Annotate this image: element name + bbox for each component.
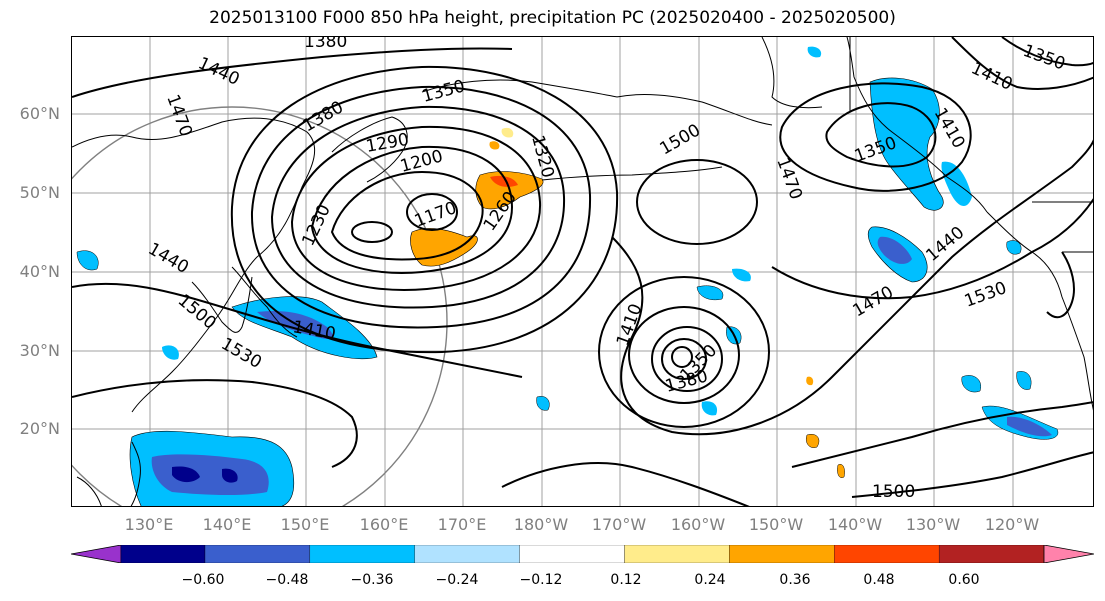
contour-label: 1230 [298,201,334,249]
lon-label-160e: 160°E [359,515,409,534]
colorbar-extend-low [71,545,122,563]
contour-label: 1470 [850,282,897,321]
colorbar-tick: 0.12 [610,572,642,588]
contour-label: 1170 [412,198,459,232]
lat-label-40n: 40°N [19,262,60,281]
colorbar-tick: −0.24 [435,572,479,588]
lon-label-170e: 170°E [437,515,487,534]
colorbar-cell [834,545,940,563]
lon-label-170w: 170°W [591,515,647,534]
lat-label-50n: 50°N [19,183,60,202]
colorbar-tick: −0.48 [265,572,309,588]
contour-label: 1410 [968,58,1016,94]
contour-label: 1380 [300,97,347,136]
contour-label: 1440 [922,223,968,266]
lon-label-140w: 140°W [827,515,883,534]
lon-label-130w: 130°W [905,515,961,534]
lon-label-160w: 160°W [670,515,726,534]
contour-label: 1380 [304,37,347,52]
colorbar-cell [938,545,1045,563]
contour-label: 1350 [1020,41,1067,75]
contour-label: 1470 [162,92,196,139]
lon-label-140e: 140°E [202,515,252,534]
range-circle [72,106,448,506]
colorbar-tick: −0.60 [181,572,225,588]
contour-label: 1440 [195,53,243,89]
lon-label-150e: 150°E [280,515,330,534]
colorbar-tick: 0.48 [863,572,895,588]
contour-label: 1500 [872,482,915,502]
lat-label-20n: 20°N [19,419,60,438]
colorbar-tick: 0.36 [779,572,811,588]
colorbar-cell [624,545,730,563]
colorbar-cell [204,545,311,563]
contour-label: 1500 [174,291,220,334]
contour-label: 1350 [420,76,467,107]
lon-label-180w: 180°W [513,515,569,534]
lon-label-120w: 120°W [984,515,1040,534]
colorbar-cells [71,545,1094,563]
colorbar [71,545,1094,563]
colorbar-tick: −0.36 [350,572,394,588]
precip-shading [76,46,1059,506]
colorbar-tick: −0.12 [519,572,563,588]
map-panel: 1380 1440 1470 1350 1380 1290 1200 1320 … [71,36,1094,507]
colorbar-cell [414,545,520,563]
colorbar-cell [309,545,415,563]
colorbar-tick: 0.24 [694,572,726,588]
lon-label-150w: 150°W [748,515,804,534]
contour-label: 1530 [218,334,265,373]
colorbar-cell [729,545,835,563]
colorbar-tick: 0.60 [948,572,980,588]
lon-label-130e: 130°E [124,515,174,534]
colorbar-cell [519,545,625,563]
map-title: 2025013100 F000 850 hPa height, precipit… [209,8,896,28]
lat-label-30n: 30°N [19,341,60,360]
colorbar-cell [120,545,206,563]
colorbar-extend-high [1043,545,1094,563]
height-contours [72,37,1093,506]
map-canvas: 1380 1440 1470 1350 1380 1290 1200 1320 … [72,37,1093,506]
contour-label: 1500 [657,120,704,159]
contour-label: 1290 [364,130,410,157]
contour-label: 1380 [663,366,710,397]
lat-label-60n: 60°N [19,104,60,123]
